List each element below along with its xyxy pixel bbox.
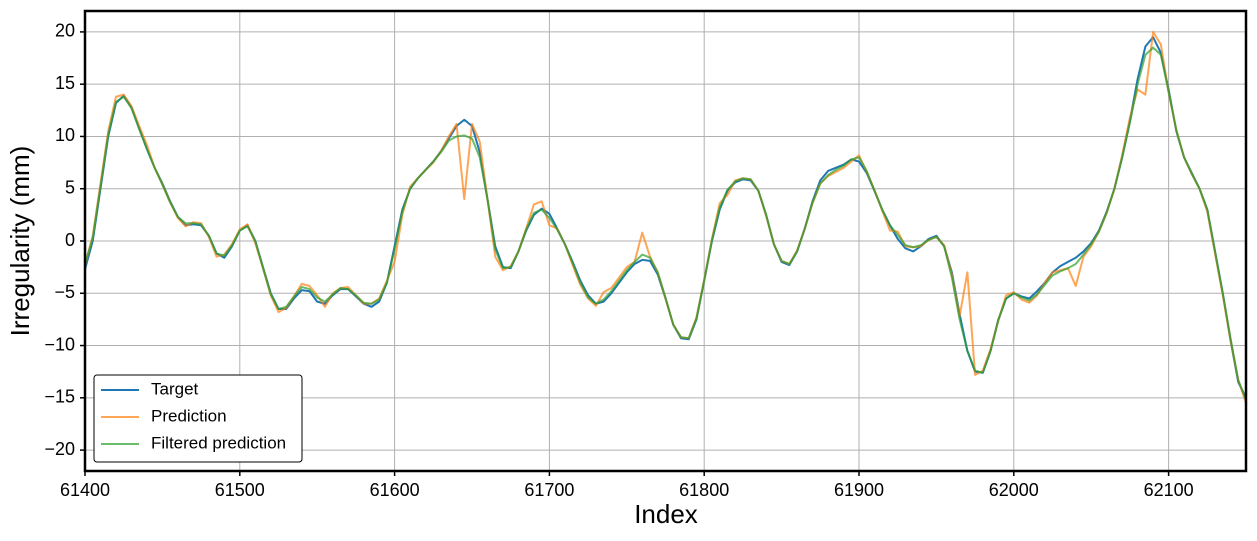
series-line: [85, 30, 1246, 404]
series-line: [85, 36, 1246, 399]
legend-box: [93, 374, 303, 463]
y-axis-label: Irregularity (mm): [5, 146, 35, 337]
x-tick-label: 61700: [524, 480, 574, 500]
series-line: [85, 46, 1246, 401]
x-tick-label: 61800: [679, 480, 729, 500]
x-tick-label: 62100: [1144, 480, 1194, 500]
legend-label: Filtered prediction: [151, 433, 286, 452]
y-tick-label: −20: [44, 439, 75, 459]
x-axis-label: Index: [634, 499, 698, 529]
y-tick-label: 10: [55, 125, 75, 145]
x-tick-label: 61400: [60, 480, 110, 500]
x-tick-label: 62000: [989, 480, 1039, 500]
plot-frame: [83, 9, 1248, 473]
y-tick-label: 20: [55, 21, 75, 41]
legend-label: Target: [151, 379, 199, 398]
y-tick-label: 15: [55, 73, 75, 93]
x-tick-label: 61900: [834, 480, 884, 500]
y-tick-label: 5: [65, 177, 75, 197]
x-tick-label: 61500: [215, 480, 265, 500]
x-tick-label: 61600: [370, 480, 420, 500]
legend-label: Prediction: [151, 406, 227, 425]
y-tick-label: −15: [44, 387, 75, 407]
y-tick-label: −10: [44, 334, 75, 354]
y-tick-label: 0: [65, 230, 75, 250]
y-tick-label: −5: [54, 282, 75, 302]
